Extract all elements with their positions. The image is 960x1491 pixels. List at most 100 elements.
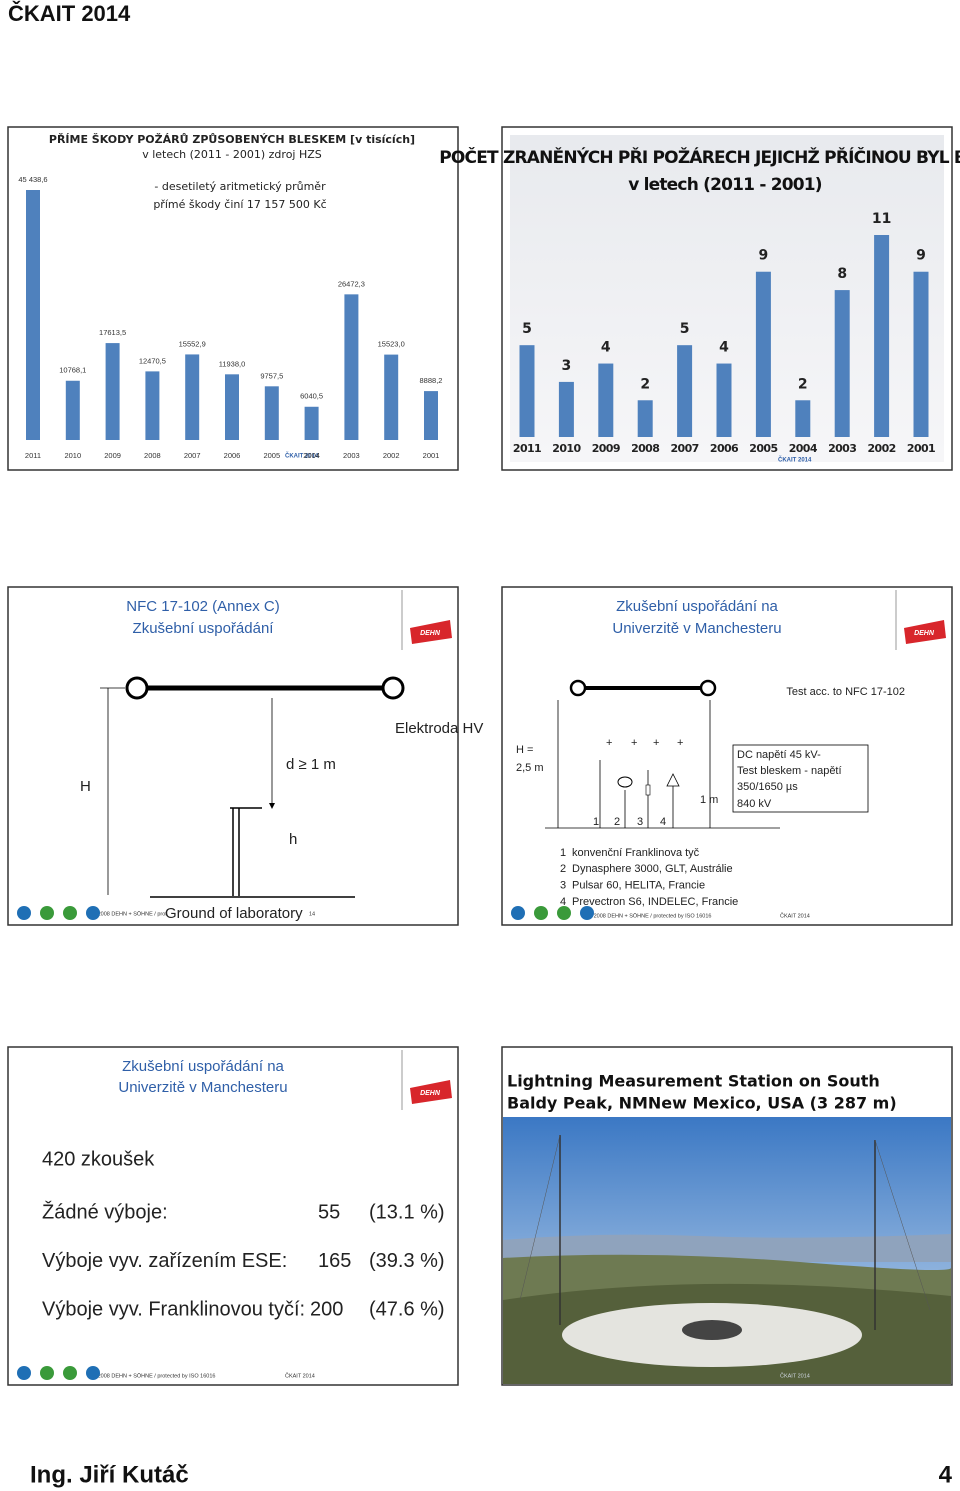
logo: DEHN xyxy=(401,590,452,650)
logo-text: DEHN xyxy=(420,630,441,637)
bar xyxy=(716,363,732,437)
page-number: 14 xyxy=(309,911,315,917)
watermark: ČKAIT 2014 xyxy=(778,457,812,464)
page-number: 4 xyxy=(939,1461,953,1488)
footer: © 2008 DEHN + SÖHNE / protected by ISO 1… xyxy=(588,912,711,919)
charge-sign: + xyxy=(631,737,637,749)
footer-mark: ČKAIT 2014 xyxy=(285,1372,315,1379)
value-label: 12470,5 xyxy=(139,356,166,365)
list-number: 1 xyxy=(560,847,566,859)
value-label: 4 xyxy=(719,340,729,356)
value-label: 17613,5 xyxy=(99,328,126,337)
bar xyxy=(65,380,80,440)
bar xyxy=(26,190,40,440)
bar xyxy=(834,290,850,437)
x-tick-label: 2001 xyxy=(907,442,935,455)
logo-text: DEHN xyxy=(914,630,935,637)
x-tick-label: 2010 xyxy=(64,451,81,460)
charge-sign: + xyxy=(653,737,659,749)
value-label: 5 xyxy=(680,321,690,337)
list-item: Dynasphere 3000, GLT, Austrálie xyxy=(572,863,733,875)
x-tick-label: 2006 xyxy=(224,451,241,460)
footer-icon xyxy=(40,906,54,920)
footer-icon xyxy=(86,906,100,920)
charge-sign: + xyxy=(677,737,683,749)
row-count: 200 xyxy=(310,1298,343,1320)
bar xyxy=(913,271,929,437)
value-label: 15552,9 xyxy=(179,339,206,348)
x-tick-label: 2001 xyxy=(423,451,440,460)
value-label: 15523,0 xyxy=(378,340,405,349)
footer-icon xyxy=(63,1366,77,1380)
chart-title: POČET ZRANĚNÝCH PŘI POŽÁRECH JEJICHŽ PŘÍ… xyxy=(439,146,960,168)
bar xyxy=(677,345,693,437)
chart-subtitle: v letech (2011 - 2001) zdroj HZS xyxy=(142,148,322,161)
footer-icon xyxy=(40,1366,54,1380)
row-count: 165 xyxy=(318,1250,351,1272)
footer-icon xyxy=(557,906,571,920)
logo-text: DEHN xyxy=(420,1090,441,1097)
bar xyxy=(105,343,120,440)
row-count: 55 xyxy=(318,1201,340,1223)
footer: © 2008 DEHN + SÖHNE / prot xyxy=(92,910,167,917)
list-number: 2 xyxy=(560,863,566,875)
chart-title: PŘÍME ŠKODY POŽÁRŮ ZPŮSOBENÝCH BLESKEM [… xyxy=(49,133,415,146)
bar xyxy=(304,406,319,440)
rod-number: 2 xyxy=(614,816,620,828)
bar xyxy=(185,354,200,440)
bar xyxy=(145,371,160,440)
bar xyxy=(384,354,399,440)
x-tick-label: 2009 xyxy=(592,442,620,455)
footer-icon xyxy=(534,906,548,920)
value-label: 6040,5 xyxy=(300,392,323,401)
slide-title: Zkušební uspořádání na xyxy=(616,598,778,615)
list-number: 4 xyxy=(560,896,566,908)
value-label: 4 xyxy=(601,340,611,356)
charge-sign: + xyxy=(606,737,612,749)
rod-number: 4 xyxy=(660,816,666,828)
value-label: 11 xyxy=(872,211,891,227)
watermark: ČKAIT 2014 xyxy=(285,453,319,460)
footer-icon xyxy=(511,906,525,920)
footer-icon xyxy=(63,906,77,920)
x-tick-label: 2002 xyxy=(867,442,895,455)
slide-title: Univerzitě v Manchesteru xyxy=(118,1079,287,1096)
bar xyxy=(519,345,535,437)
footer-mark: ČKAIT 2014 xyxy=(780,912,810,919)
label: 2,5 m xyxy=(516,762,544,774)
footer-icon xyxy=(17,906,31,920)
bar xyxy=(637,400,653,437)
label: Elektroda HV xyxy=(395,720,483,737)
label: h xyxy=(289,831,297,848)
list-item: Pulsar 60, HELITA, Francie xyxy=(572,880,705,892)
footer-mark: ČKAIT 2014 xyxy=(780,1372,810,1379)
x-tick-label: 2011 xyxy=(25,451,41,460)
x-tick-label: 2002 xyxy=(383,451,400,460)
row-share: (13.1 %) xyxy=(369,1201,445,1223)
x-tick-label: 2003 xyxy=(343,451,360,460)
x-tick-label: 2008 xyxy=(144,451,161,460)
slide-title: Univerzitě v Manchesteru xyxy=(612,620,781,637)
x-tick-label: 2004 xyxy=(303,451,320,460)
photo xyxy=(503,1117,951,1384)
annotation: - desetiletý aritmetický průměr xyxy=(154,180,326,193)
x-tick-label: 2007 xyxy=(670,442,698,455)
rod-number: 3 xyxy=(637,816,643,828)
bar xyxy=(264,386,279,440)
slide-frame xyxy=(501,586,953,926)
label: 1 m xyxy=(700,794,718,806)
footer-icon xyxy=(580,906,594,920)
box-text: 840 kV xyxy=(737,798,772,810)
bar xyxy=(755,271,771,437)
bar xyxy=(424,391,438,440)
footer-icon xyxy=(86,1366,100,1380)
x-tick-label: 2010 xyxy=(552,442,581,455)
bar xyxy=(225,374,239,440)
bar xyxy=(795,400,811,437)
value-label: 45 438,6 xyxy=(18,175,47,184)
slide-title: NFC 17-102 (Annex C) xyxy=(126,598,279,615)
row-label: Výboje vyv. Franklinovou tyčí: xyxy=(42,1298,305,1320)
footer-icon xyxy=(17,1366,31,1380)
value-label: 9 xyxy=(759,248,769,264)
